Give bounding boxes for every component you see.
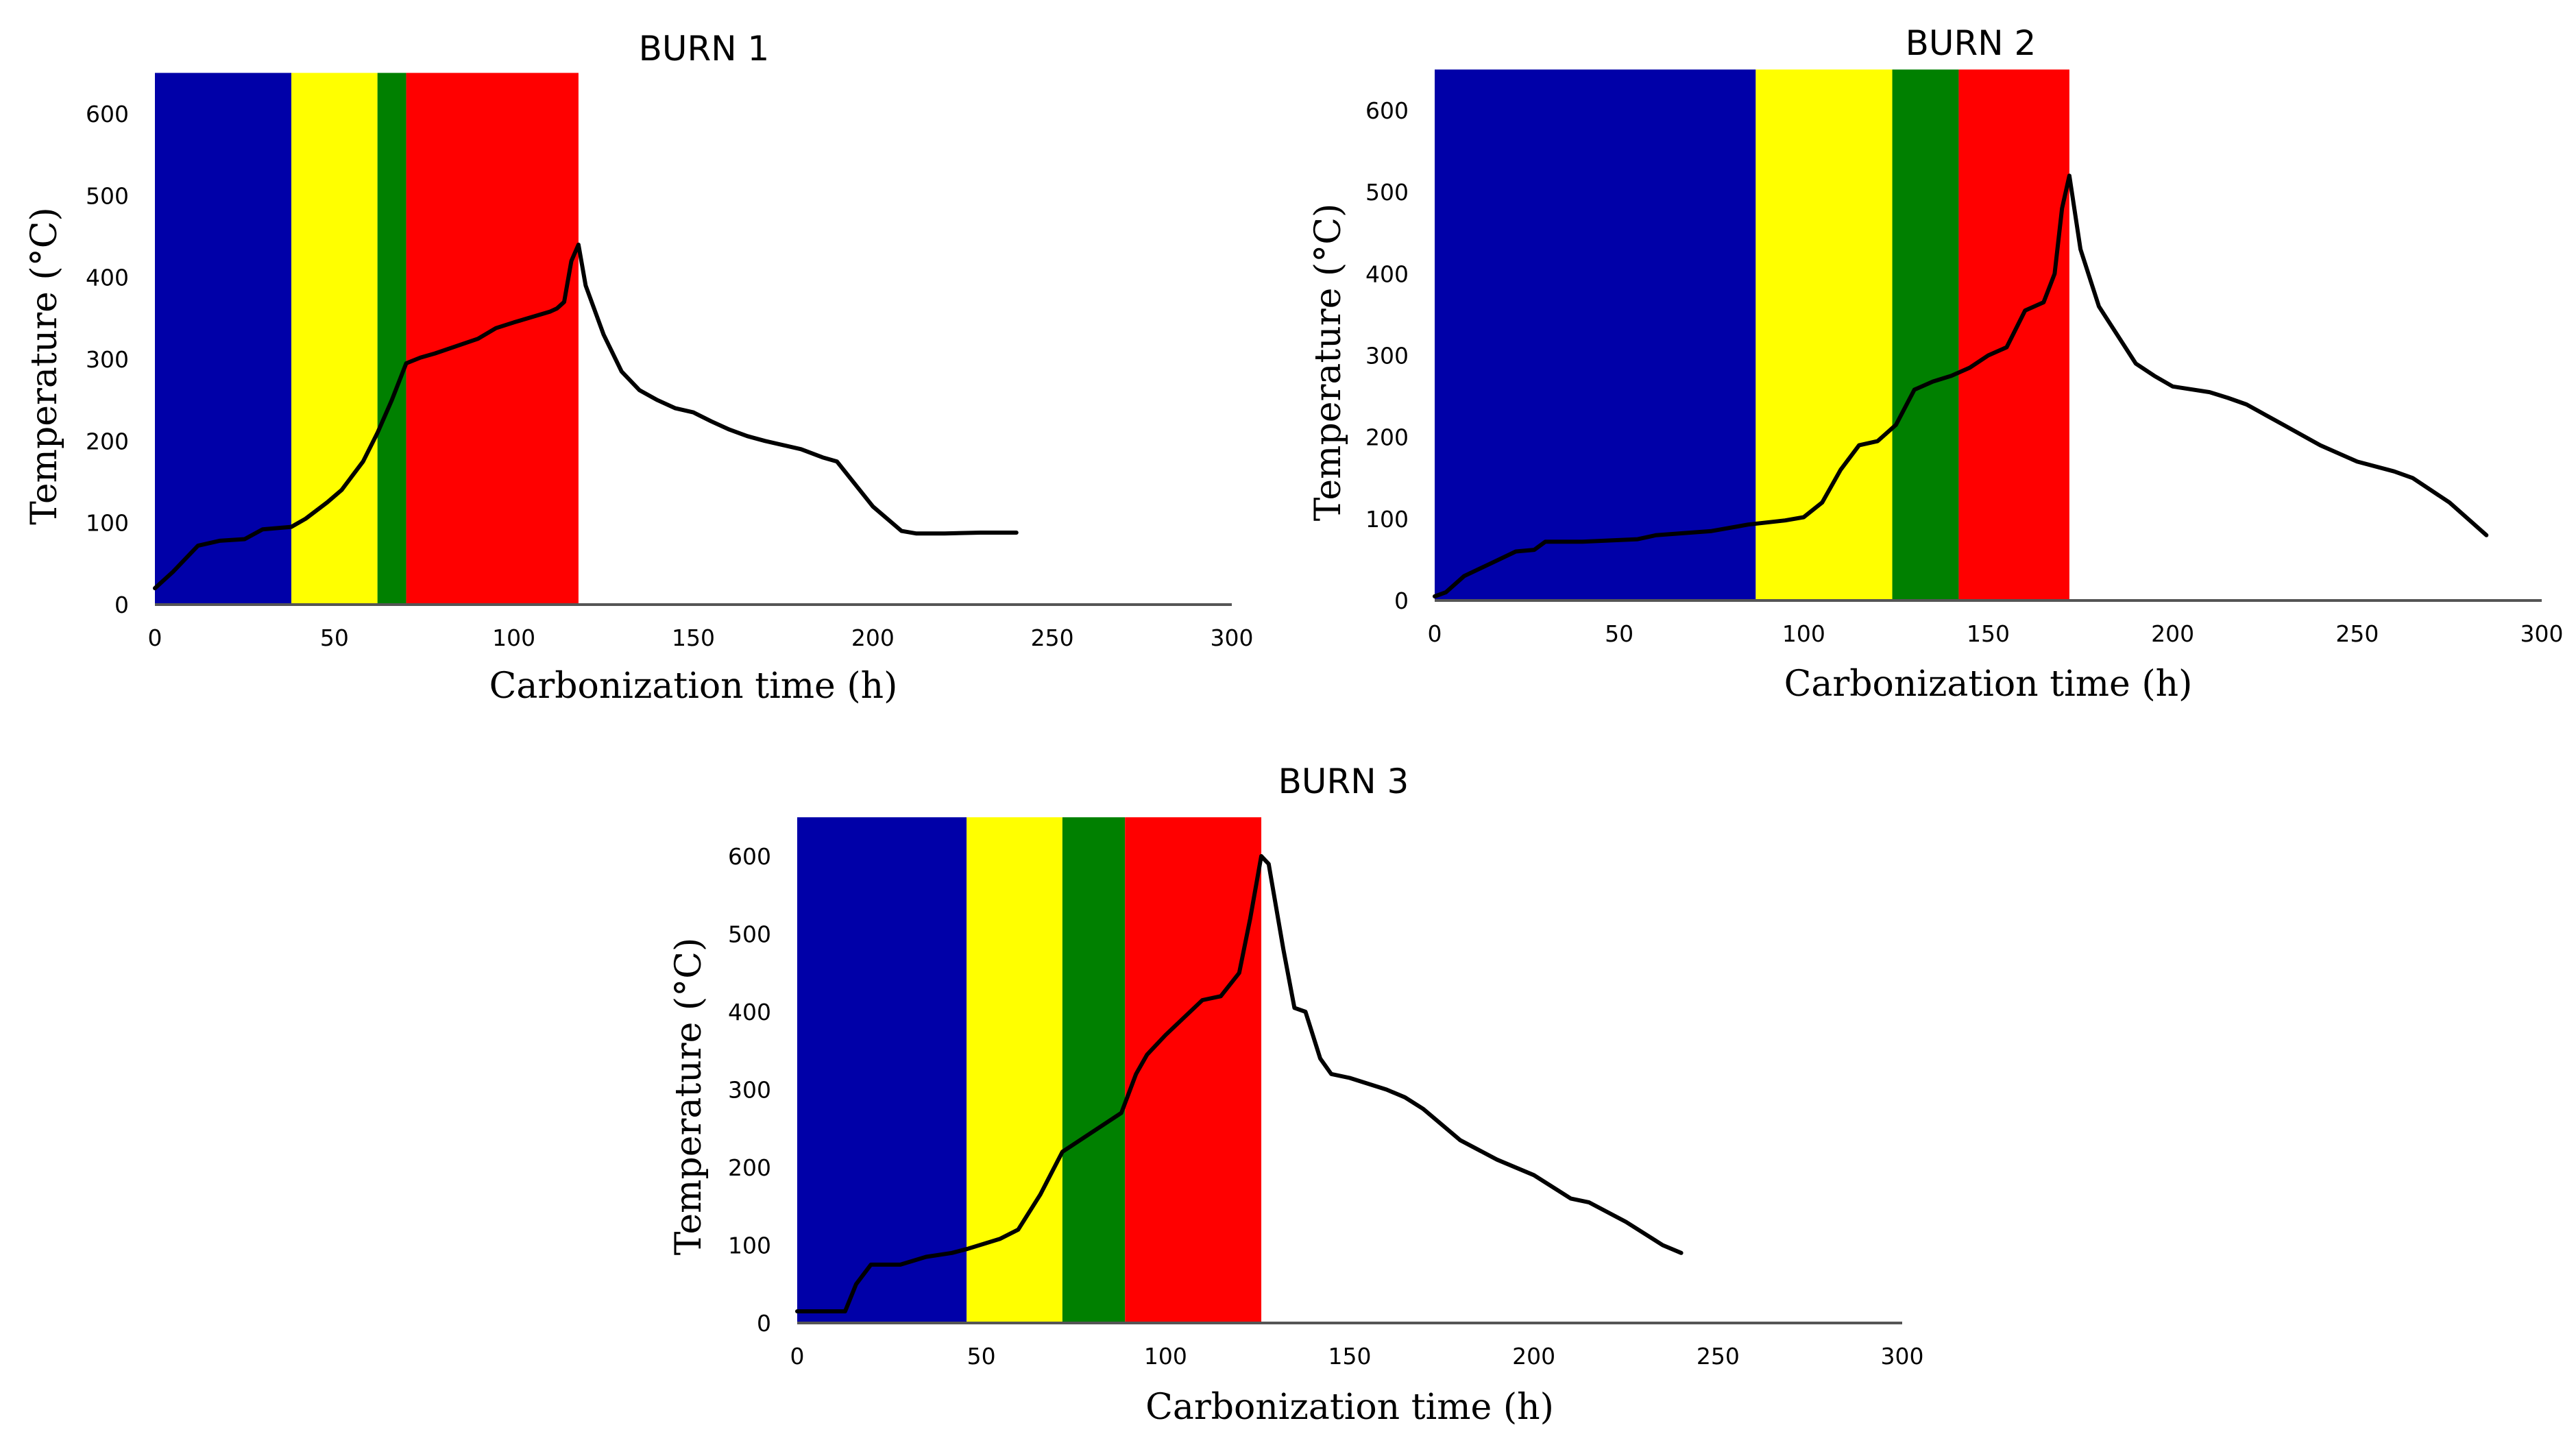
y-tick-label: 300	[1365, 343, 1409, 369]
y-tick-label: 100	[728, 1232, 771, 1259]
x-tick-label: 50	[320, 624, 349, 651]
phase-band-2	[967, 817, 1062, 1323]
y-tick-label: 400	[728, 999, 771, 1025]
x-tick-label: 300	[1881, 1343, 1924, 1370]
phase-band-2	[1755, 69, 1893, 600]
chart-title: BURN 2	[1906, 23, 2037, 63]
x-tick-label: 200	[1512, 1343, 1555, 1370]
x-tick-label: 50	[1605, 620, 1633, 647]
y-axis-label: Temperature (°C)	[668, 938, 709, 1256]
y-tick-label: 0	[757, 1310, 771, 1337]
x-tick-label: 50	[967, 1343, 996, 1370]
chart-2: 0 50 100 150 200 250 300 0 100 200 300 400 500 600 BUR…	[1308, 23, 2564, 705]
x-tick-label: 300	[2520, 620, 2564, 647]
y-tick-label: 600	[1365, 97, 1409, 124]
phase-band-2	[291, 73, 378, 605]
x-tick-label: 150	[1967, 620, 2010, 647]
chart-title: BURN 1	[639, 29, 770, 69]
x-tick-label: 250	[1697, 1343, 1740, 1370]
y-tick-label: 300	[86, 346, 129, 373]
y-tick-label: 600	[728, 843, 771, 870]
y-axis-label: Temperature (°C)	[1308, 204, 1349, 522]
x-tick-label: 0	[790, 1343, 805, 1370]
chart-title: BURN 3	[1278, 762, 1409, 801]
chart-1: 0 50 100 150 200 250 300 0 100 200 300 400 500 600 BUR…	[24, 29, 1254, 707]
phase-band-1	[797, 817, 967, 1323]
x-tick-label: 0	[148, 624, 162, 651]
x-axis-label: Carbonization time (h)	[1784, 664, 2193, 705]
x-tick-label: 100	[492, 624, 535, 651]
y-tick-label: 200	[728, 1154, 771, 1181]
y-tick-label: 100	[86, 510, 129, 537]
x-axis-label: Carbonization time (h)	[1145, 1387, 1554, 1428]
temperature-series-line	[795, 854, 1684, 1313]
x-tick-label: 300	[1211, 624, 1254, 651]
y-axis-label: Temperature (°C)	[24, 207, 65, 525]
y-tick-label: 600	[86, 101, 129, 127]
x-tick-label: 0	[1428, 620, 1442, 647]
y-tick-label: 500	[1365, 179, 1409, 206]
x-tick-label: 100	[1782, 620, 1825, 647]
x-tick-label: 100	[1144, 1343, 1187, 1370]
phase-band-3	[1062, 817, 1126, 1323]
y-tick-label: 0	[1394, 587, 1409, 614]
x-tick-label: 200	[2151, 620, 2194, 647]
phase-band-4	[406, 73, 579, 605]
y-tick-label: 100	[1365, 506, 1409, 533]
y-tick-label: 500	[728, 921, 771, 948]
temperature-series-line	[1433, 173, 2489, 598]
x-axis-label: Carbonization time (h)	[489, 666, 898, 707]
y-tick-label: 500	[86, 182, 129, 209]
phase-band-1	[155, 73, 291, 605]
y-tick-label: 200	[86, 428, 129, 454]
y-tick-label: 400	[1365, 260, 1409, 287]
phase-band-4	[1125, 817, 1262, 1323]
x-tick-label: 200	[851, 624, 895, 651]
phase-band-1	[1435, 69, 1756, 600]
y-tick-label: 0	[114, 592, 129, 618]
x-tick-label: 250	[1031, 624, 1074, 651]
chart-3: 0 50 100 150 200 250 300 0 100 200 300 400 500 600 BUR…	[668, 762, 1924, 1428]
phase-band-3	[377, 73, 406, 605]
y-tick-label: 200	[1365, 424, 1409, 451]
x-tick-label: 150	[672, 624, 715, 651]
phase-band-3	[1892, 69, 1959, 600]
y-tick-label: 300	[728, 1077, 771, 1104]
x-tick-label: 150	[1328, 1343, 1372, 1370]
y-tick-label: 400	[86, 265, 129, 291]
x-tick-label: 250	[2335, 620, 2379, 647]
temperature-series-line	[153, 242, 1019, 591]
